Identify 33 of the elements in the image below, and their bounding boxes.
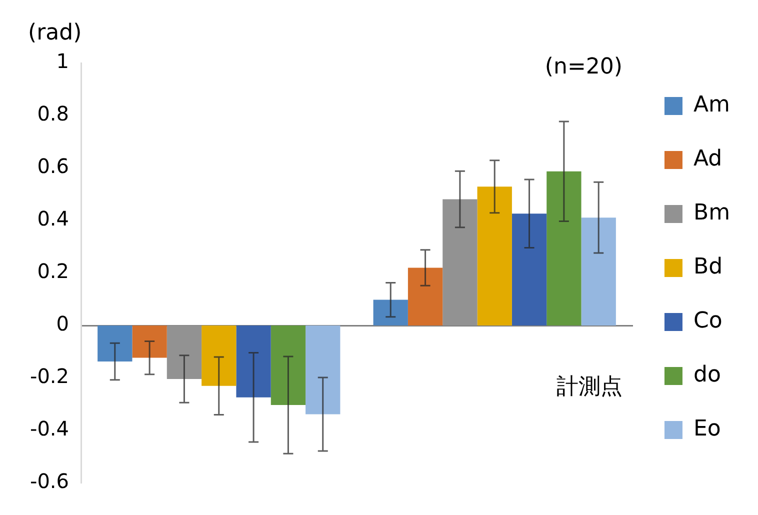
legend-label: Bd [693,254,723,280]
legend-label: Eo [693,416,721,442]
y-tick-label: 0 [56,312,70,336]
bar [512,214,547,326]
annotation: 計測点 [556,374,622,400]
y-axis-title: (rad) [28,20,82,46]
y-tick-label: 0.2 [37,259,70,284]
y-tick-label: -0.2 [30,364,70,388]
bar [202,326,236,386]
bar [477,186,512,326]
bar [442,199,478,326]
bar [236,326,271,398]
bar [132,326,167,358]
y-tick-label: 0.4 [37,206,70,231]
legend-label: do [693,362,721,388]
legend-label: Am [693,92,730,118]
annotation: (n=20) [544,54,622,80]
bar [306,326,340,414]
y-tick-label: 0.8 [37,102,70,126]
bar [98,326,132,362]
bar [581,218,616,326]
bar [546,171,582,326]
y-tick-label: -0.6 [30,469,70,494]
bar [166,326,202,380]
y-tick-label: 0.6 [37,154,70,178]
legend-label: Bm [693,200,730,226]
bar [408,268,443,326]
bar [373,300,408,326]
y-tick-label: -0.4 [30,416,70,441]
bar [270,326,306,406]
legend-label: Ad [693,146,722,172]
y-tick-label: 1 [56,49,70,74]
legend-label: Co [693,308,722,334]
